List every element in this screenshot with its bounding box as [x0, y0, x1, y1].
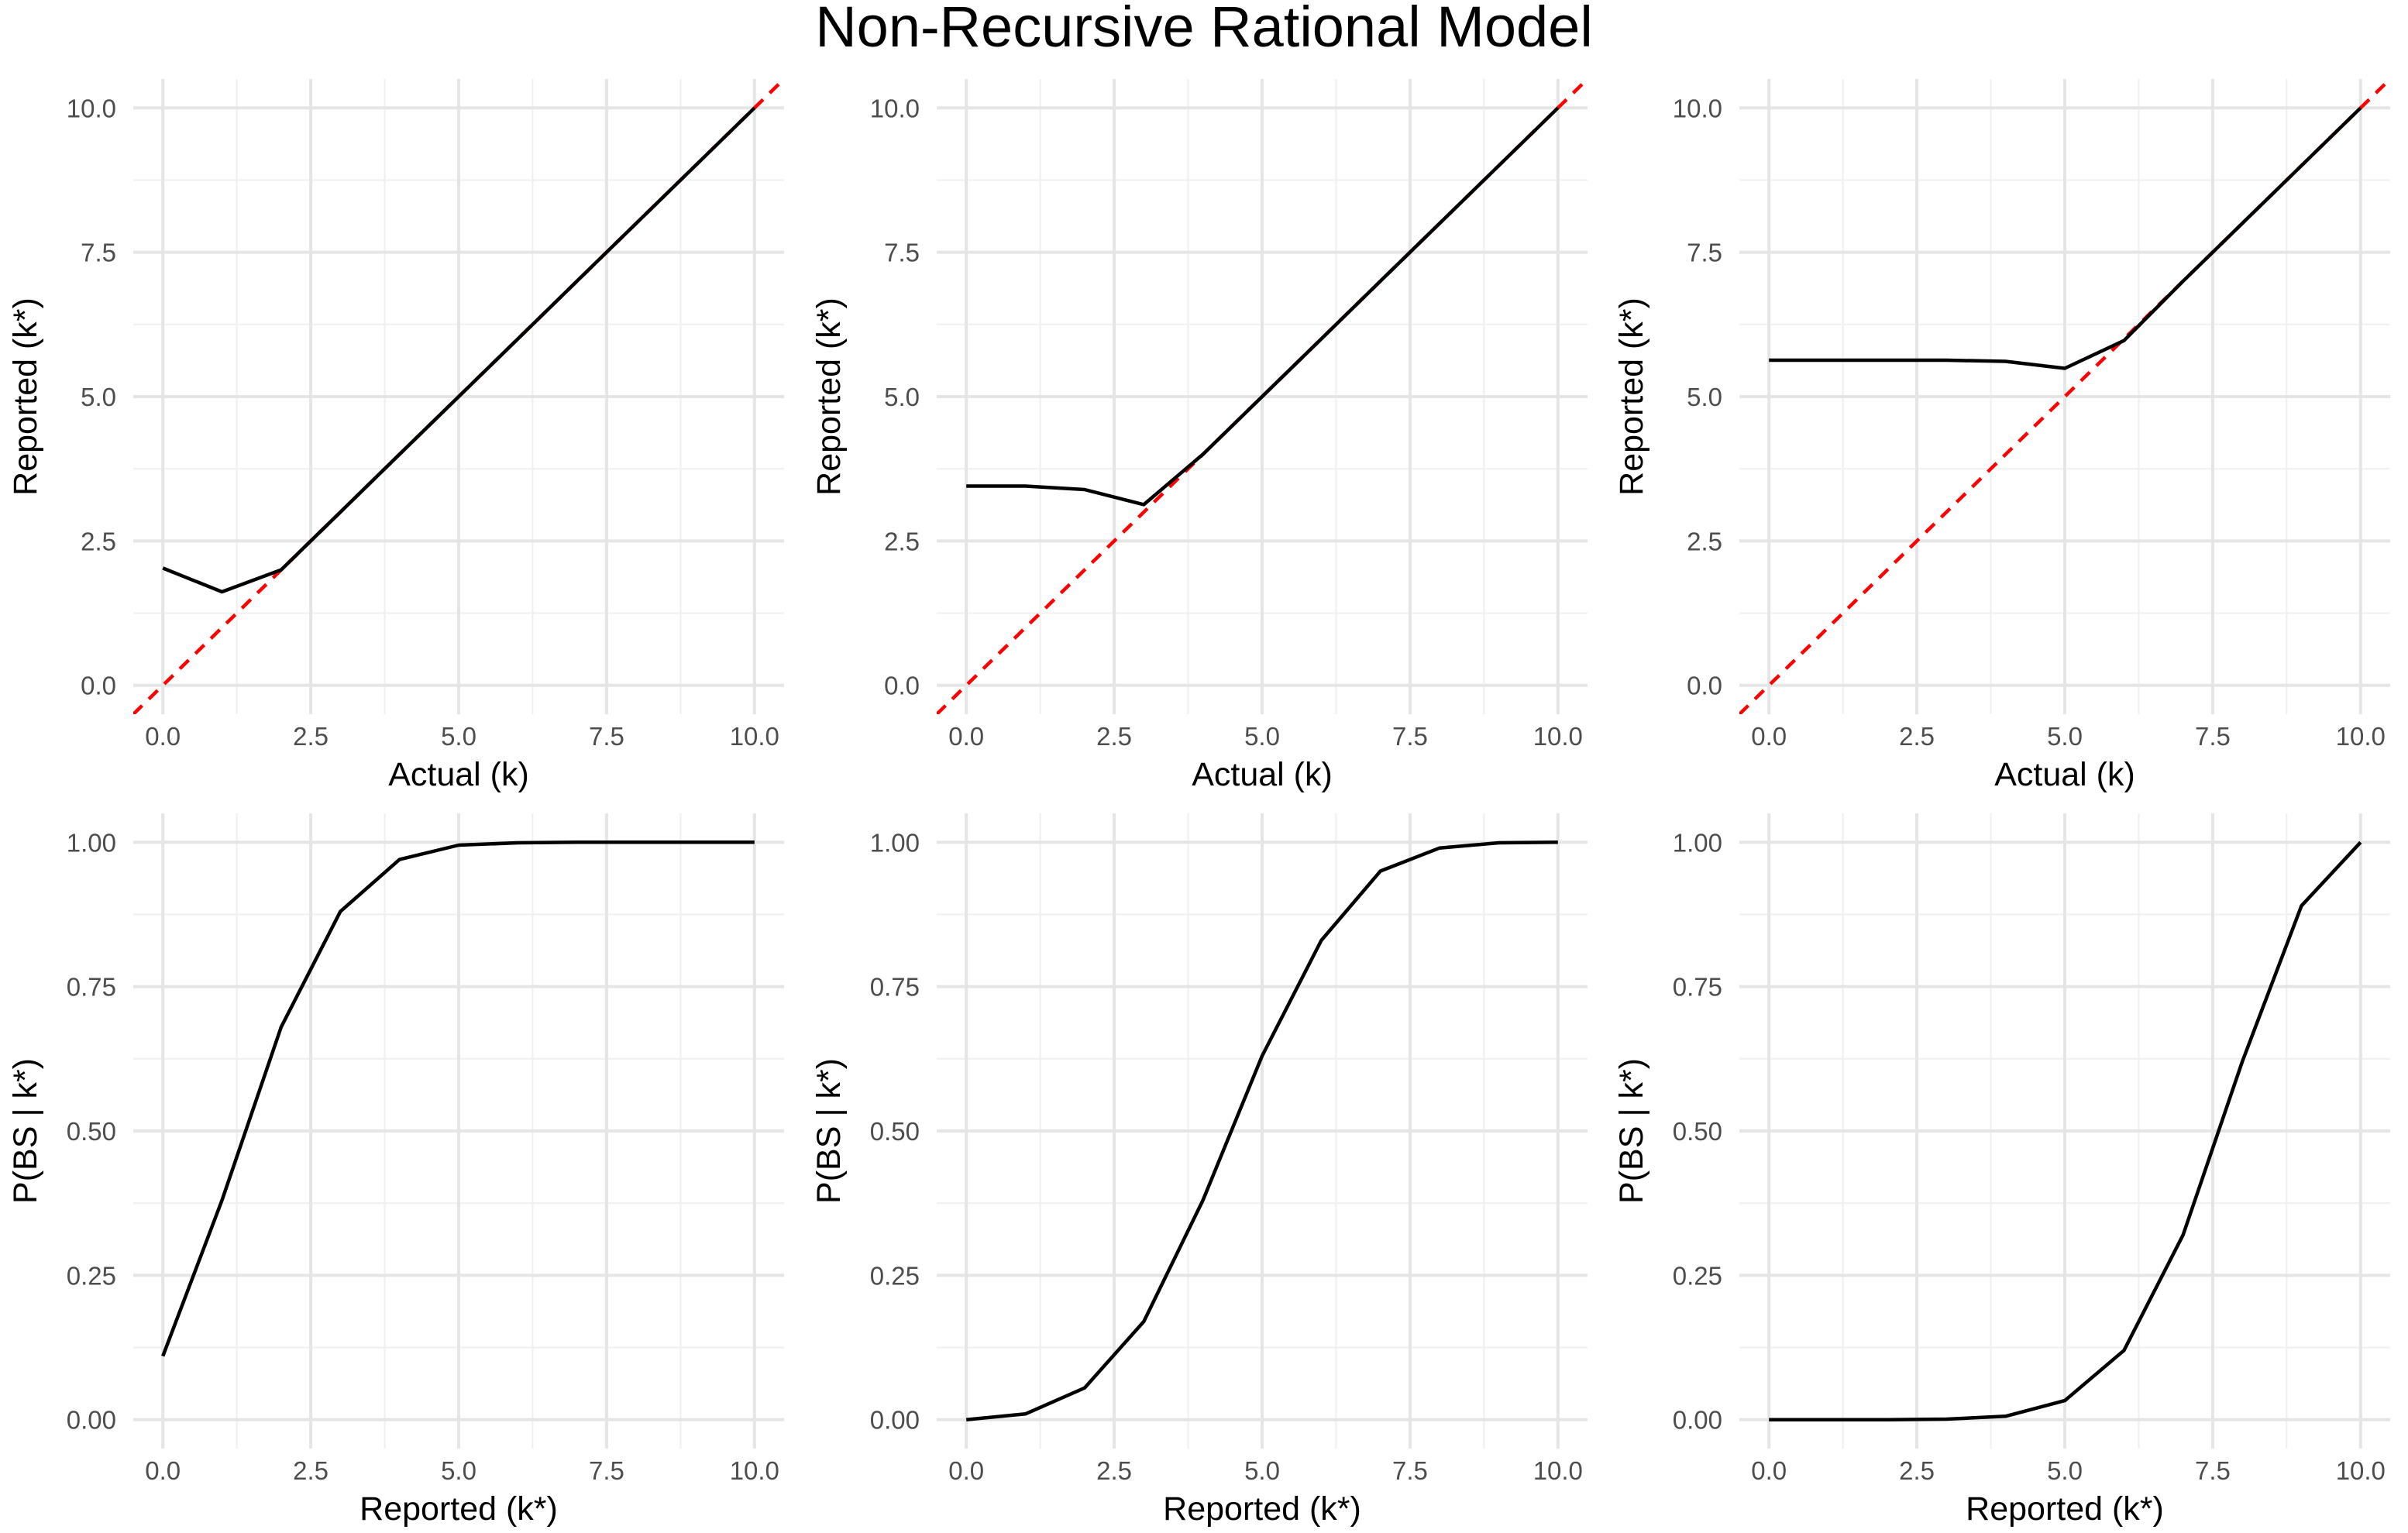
- x-tick-label: 10.0: [1533, 1456, 1583, 1485]
- series-line: [965, 840, 1558, 1421]
- y-tick-label: 0.50: [870, 1117, 920, 1146]
- x-tick-label: 0.0: [145, 722, 181, 751]
- panel-3: 0.0 2.5 5.0 7.5 10.0 0.0 2.5 5.0 7.5 10.0 Actual (…: [1613, 79, 2390, 793]
- x-tick-label: 10.0: [730, 722, 779, 751]
- x-tick-label: 10.0: [1533, 722, 1583, 751]
- y-tick-label: 1.00: [870, 828, 920, 857]
- x-tick-label: 0.0: [948, 1456, 984, 1485]
- y-tick-label: 7.5: [1687, 239, 1722, 267]
- x-tick-label: 7.5: [1392, 1456, 1428, 1485]
- y-tick-label: 0.75: [1673, 973, 1722, 1002]
- y-axis-label: Reported (k*): [7, 297, 44, 496]
- y-axis-label: Reported (k*): [1613, 297, 1650, 496]
- x-tick-label: 2.5: [293, 1456, 329, 1485]
- x-tick-label: 2.5: [1096, 722, 1132, 751]
- x-axis-label: Reported (k*): [1966, 1490, 2164, 1528]
- y-tick-label: 1.00: [1673, 828, 1722, 857]
- x-tick-label: 5.0: [2047, 1456, 2083, 1485]
- y-tick-label: 0.50: [67, 1117, 116, 1146]
- y-tick-label: 2.5: [81, 527, 116, 555]
- y-axis-label: Reported (k*): [810, 297, 848, 496]
- x-tick-label: 7.5: [1392, 722, 1428, 751]
- x-tick-label: 5.0: [441, 722, 476, 751]
- x-tick-label: 10.0: [2336, 722, 2386, 751]
- x-axis-label: Actual (k): [1994, 756, 2135, 793]
- y-tick-label: 7.5: [884, 239, 920, 267]
- y-tick-label: 0.00: [870, 1406, 920, 1435]
- series-line: [1769, 106, 2362, 370]
- y-tick-label: 0.25: [870, 1261, 920, 1290]
- figure-title: Non-Recursive Rational Model: [815, 0, 1593, 59]
- x-tick-label: 2.5: [1899, 722, 1935, 751]
- y-tick-label: 1.00: [67, 828, 116, 857]
- y-tick-label: 0.75: [870, 973, 920, 1002]
- x-tick-label: 0.0: [948, 722, 984, 751]
- y-axis-label: P(BS | k*): [1613, 1058, 1650, 1204]
- y-tick-label: 0.00: [1673, 1406, 1722, 1435]
- series-line: [1769, 840, 2362, 1421]
- series-line: [162, 106, 756, 594]
- x-tick-label: 0.0: [1751, 1456, 1787, 1485]
- y-tick-label: 0.25: [67, 1261, 116, 1290]
- x-axis-label: Actual (k): [388, 756, 529, 793]
- y-tick-label: 0.50: [1673, 1117, 1722, 1146]
- y-tick-label: 0.00: [67, 1406, 116, 1435]
- x-tick-label: 0.0: [1751, 722, 1787, 751]
- y-tick-label: 0.25: [1673, 1261, 1722, 1290]
- y-tick-label: 0.0: [81, 672, 116, 700]
- panel-2: 0.0 2.5 5.0 7.5 10.0 0.0 2.5 5.0 7.5 10.0 Actual (…: [810, 79, 1588, 793]
- series-line: [966, 106, 1560, 507]
- y-tick-label: 5.0: [1687, 383, 1722, 411]
- y-tick-label: 5.0: [884, 383, 920, 411]
- y-axis-label: P(BS | k*): [7, 1058, 44, 1204]
- y-tick-label: 0.0: [884, 672, 920, 700]
- x-tick-label: 2.5: [1899, 1456, 1935, 1485]
- x-tick-label: 5.0: [1244, 1456, 1280, 1485]
- panel-1: 0.0 2.5 5.0 7.5 10.0 0.0 2.5 5.0 7.5 10.0 Actual (…: [7, 79, 784, 793]
- y-tick-label: 2.5: [1687, 527, 1722, 555]
- y-tick-label: 5.0: [81, 383, 116, 411]
- x-tick-label: 5.0: [441, 1456, 476, 1485]
- panel-5: 0.0 2.5 5.0 7.5 10.0 0.00 0.25 0.50 0.75 1.00 Repo…: [810, 813, 1588, 1528]
- x-axis-label: Reported (k*): [359, 1490, 558, 1528]
- x-tick-label: 7.5: [589, 722, 624, 751]
- x-tick-label: 10.0: [730, 1456, 779, 1485]
- series-line: [161, 840, 755, 1357]
- x-tick-label: 2.5: [293, 722, 329, 751]
- x-tick-label: 7.5: [589, 1456, 624, 1485]
- panel-6: 0.0 2.5 5.0 7.5 10.0 0.00 0.25 0.50 0.75 1.00 Repo…: [1613, 813, 2390, 1528]
- x-tick-label: 7.5: [2195, 1456, 2231, 1485]
- y-tick-label: 0.75: [67, 973, 116, 1002]
- x-tick-label: 0.0: [145, 1456, 181, 1485]
- x-tick-label: 5.0: [1244, 722, 1280, 751]
- x-axis-label: Reported (k*): [1163, 1490, 1361, 1528]
- panel-grid: 0.0 2.5 5.0 7.5 10.0 0.0 2.5 5.0 7.5 10.0 Actual (…: [7, 79, 2390, 1528]
- y-tick-label: 10.0: [67, 94, 116, 122]
- y-tick-label: 10.0: [870, 94, 920, 122]
- x-tick-label: 5.0: [2047, 722, 2083, 751]
- y-tick-label: 0.0: [1687, 672, 1722, 700]
- y-axis-label: P(BS | k*): [810, 1058, 848, 1204]
- x-tick-label: 2.5: [1096, 1456, 1132, 1485]
- x-tick-label: 7.5: [2195, 722, 2231, 751]
- x-axis-label: Actual (k): [1192, 756, 1333, 793]
- x-tick-label: 10.0: [2336, 1456, 2386, 1485]
- y-tick-label: 2.5: [884, 527, 920, 555]
- y-tick-label: 10.0: [1673, 94, 1722, 122]
- panel-4: 0.0 2.5 5.0 7.5 10.0 0.00 0.25 0.50 0.75 1.00 Repo…: [7, 813, 784, 1528]
- y-tick-label: 7.5: [81, 239, 116, 267]
